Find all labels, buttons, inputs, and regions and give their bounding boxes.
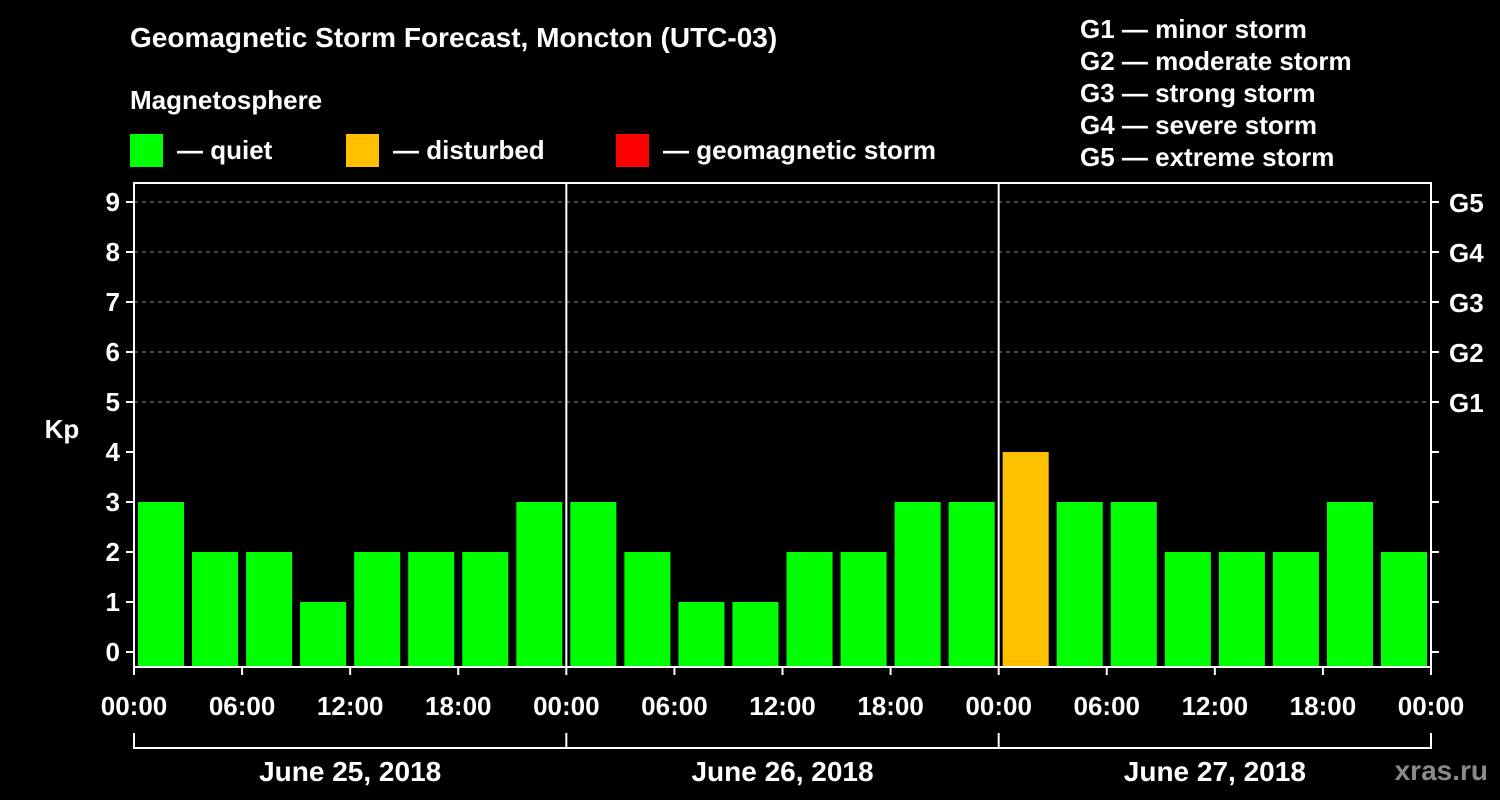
y-tick-label-6: 6 xyxy=(106,337,120,367)
x-tick-label-10: 12:00 xyxy=(1182,691,1249,721)
day-label-1: June 26, 2018 xyxy=(691,756,873,787)
bar-16 xyxy=(1002,452,1049,667)
bar-11 xyxy=(732,602,779,667)
y-tick-label-3: 3 xyxy=(106,487,120,517)
y-tick-label-9: 9 xyxy=(106,187,120,217)
x-tick-label-4: 00:00 xyxy=(533,691,600,721)
bar-12 xyxy=(786,552,833,667)
right-tick-label-G4: G4 xyxy=(1449,238,1484,268)
storm-scale-g1: G1 — minor storm xyxy=(1080,14,1307,44)
day-label-0: June 25, 2018 xyxy=(259,756,441,787)
bar-22 xyxy=(1326,502,1373,667)
right-tick-label-G2: G2 xyxy=(1449,338,1484,368)
bar-13 xyxy=(840,552,887,667)
bar-17 xyxy=(1056,502,1103,667)
day-label-2: June 27, 2018 xyxy=(1124,756,1306,787)
bar-21 xyxy=(1272,552,1319,667)
y-tick-label-2: 2 xyxy=(106,537,120,567)
legend-label-quiet: — quiet xyxy=(177,134,273,165)
legend-swatch-storm xyxy=(616,133,649,167)
x-tick-label-0: 00:00 xyxy=(101,691,168,721)
bar-7 xyxy=(516,502,563,667)
y-tick-label-8: 8 xyxy=(106,237,120,267)
bar-9 xyxy=(624,552,671,667)
bar-10 xyxy=(678,602,725,667)
legend-swatch-disturbed xyxy=(346,133,379,167)
bar-19 xyxy=(1164,552,1211,667)
y-tick-label-1: 1 xyxy=(106,587,120,617)
y-tick-label-5: 5 xyxy=(106,387,120,417)
bar-5 xyxy=(408,552,455,667)
legend-label-storm: — geomagnetic storm xyxy=(663,134,937,165)
x-tick-label-5: 06:00 xyxy=(641,691,708,721)
bar-2 xyxy=(246,552,293,667)
right-tick-label-G1: G1 xyxy=(1449,388,1484,418)
chart-subtitle: Magnetosphere xyxy=(130,85,323,115)
x-tick-label-7: 18:00 xyxy=(857,691,924,721)
bar-6 xyxy=(462,552,509,667)
bar-8 xyxy=(570,502,617,667)
storm-scale-legend: G1 — minor storm G2 — moderate storm G3 … xyxy=(1080,13,1352,173)
bar-15 xyxy=(948,502,995,667)
bar-0 xyxy=(138,502,185,667)
legend-item-quiet: — quiet xyxy=(130,133,272,167)
x-tick-label-8: 00:00 xyxy=(965,691,1032,721)
y-tick-label-7: 7 xyxy=(106,287,120,317)
legend-label-disturbed: — disturbed xyxy=(393,134,545,165)
bar-14 xyxy=(894,502,941,667)
x-tick-label-6: 12:00 xyxy=(749,691,816,721)
storm-scale-g2: G2 — moderate storm xyxy=(1080,46,1352,76)
bar-20 xyxy=(1218,552,1265,667)
x-tick-label-3: 18:00 xyxy=(425,691,492,721)
x-tick-label-1: 06:00 xyxy=(209,691,276,721)
x-tick-label-12: 00:00 xyxy=(1398,691,1465,721)
bar-1 xyxy=(192,552,239,667)
right-tick-label-G3: G3 xyxy=(1449,288,1484,318)
y-tick-label-4: 4 xyxy=(106,437,121,467)
bar-4 xyxy=(354,552,401,667)
legend-item-disturbed: — disturbed xyxy=(346,133,545,167)
legend-item-storm: — geomagnetic storm xyxy=(616,133,936,167)
right-tick-label-G5: G5 xyxy=(1449,188,1484,218)
x-tick-label-9: 06:00 xyxy=(1074,691,1141,721)
bar-23 xyxy=(1380,552,1427,667)
x-tick-label-2: 12:00 xyxy=(317,691,384,721)
y-tick-label-0: 0 xyxy=(106,637,120,667)
chart-title: Geomagnetic Storm Forecast, Moncton (UTC… xyxy=(130,22,778,53)
y-axis-label: Kp xyxy=(45,414,80,444)
storm-scale-g4: G4 — severe storm xyxy=(1080,110,1318,140)
x-tick-label-11: 18:00 xyxy=(1290,691,1357,721)
bar-3 xyxy=(300,602,347,667)
bar-18 xyxy=(1110,502,1157,667)
source-credit: xras.ru xyxy=(1394,755,1488,786)
legend-swatch-quiet xyxy=(130,133,163,167)
storm-scale-g3: G3 — strong storm xyxy=(1080,78,1316,108)
storm-scale-g5: G5 — extreme storm xyxy=(1080,142,1335,172)
